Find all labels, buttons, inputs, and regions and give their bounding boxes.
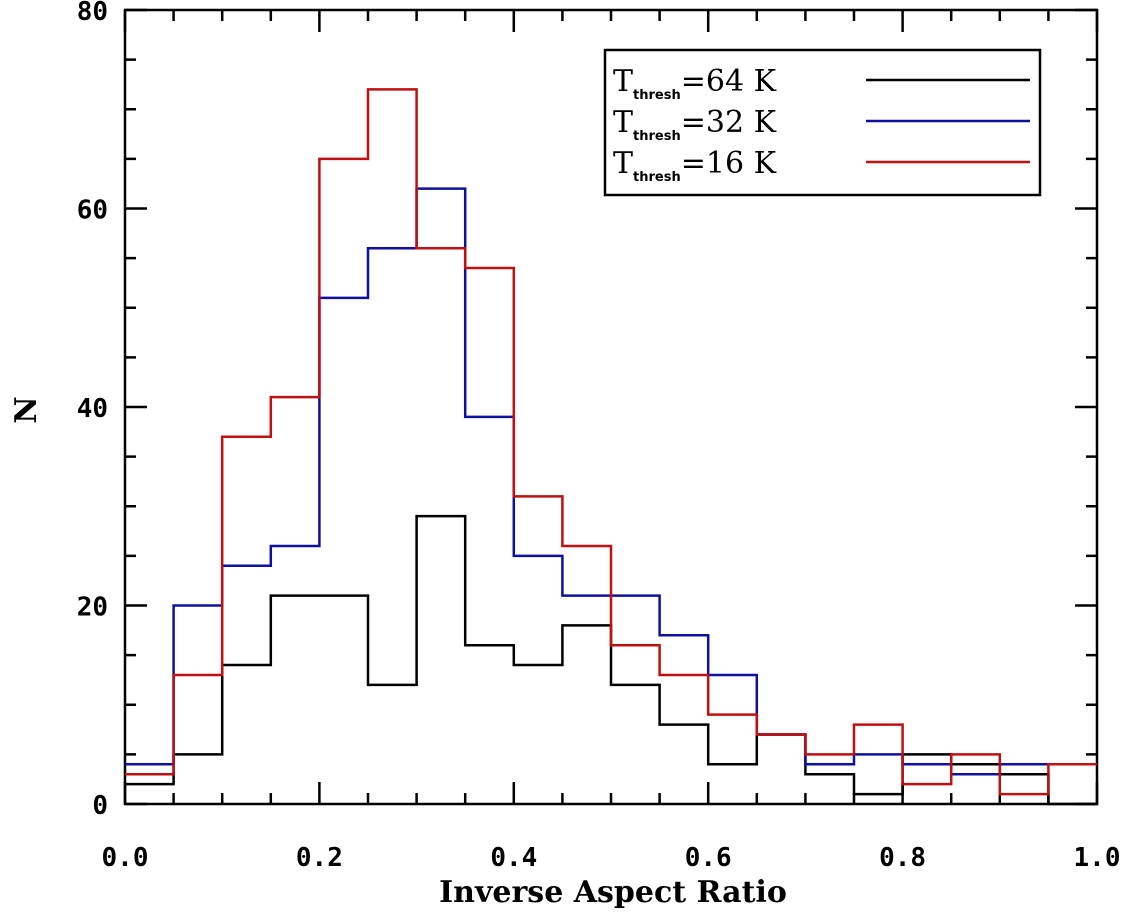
series-line-3 — [125, 88, 1097, 796]
x-tick-label: 0.6 — [685, 843, 732, 873]
axes: 0.0 0.2 0.4 0.6 0.8 1.0 0 20 40 60 80 — [77, 0, 1121, 873]
series-line-1 — [125, 514, 1097, 806]
y-tick-label: 60 — [77, 196, 108, 226]
legend-label-2: Tthresh=32 K — [613, 105, 777, 144]
legend-label-3: Tthresh=16 K — [613, 146, 777, 185]
series-layer — [125, 88, 1097, 806]
legend-box — [603, 48, 1042, 197]
x-tick-label: 0.2 — [296, 843, 343, 873]
x-tick-label: 0.8 — [879, 843, 926, 873]
x-axis-label: Inverse Aspect Ratio — [439, 875, 787, 910]
series-line-2 — [125, 187, 1097, 776]
y-tick-label: 80 — [77, 0, 108, 27]
y-tick-label: 40 — [77, 394, 108, 424]
x-tick-label: 0.4 — [490, 843, 537, 873]
y-tick-label: 20 — [77, 593, 108, 623]
y-tick-label: 0 — [92, 791, 108, 821]
y-axis-label: N — [9, 396, 44, 423]
legend-label-1: Tthresh=64 K — [613, 64, 777, 103]
x-tick-label: 1.0 — [1074, 843, 1121, 873]
x-tick-label: 0.0 — [102, 843, 149, 873]
